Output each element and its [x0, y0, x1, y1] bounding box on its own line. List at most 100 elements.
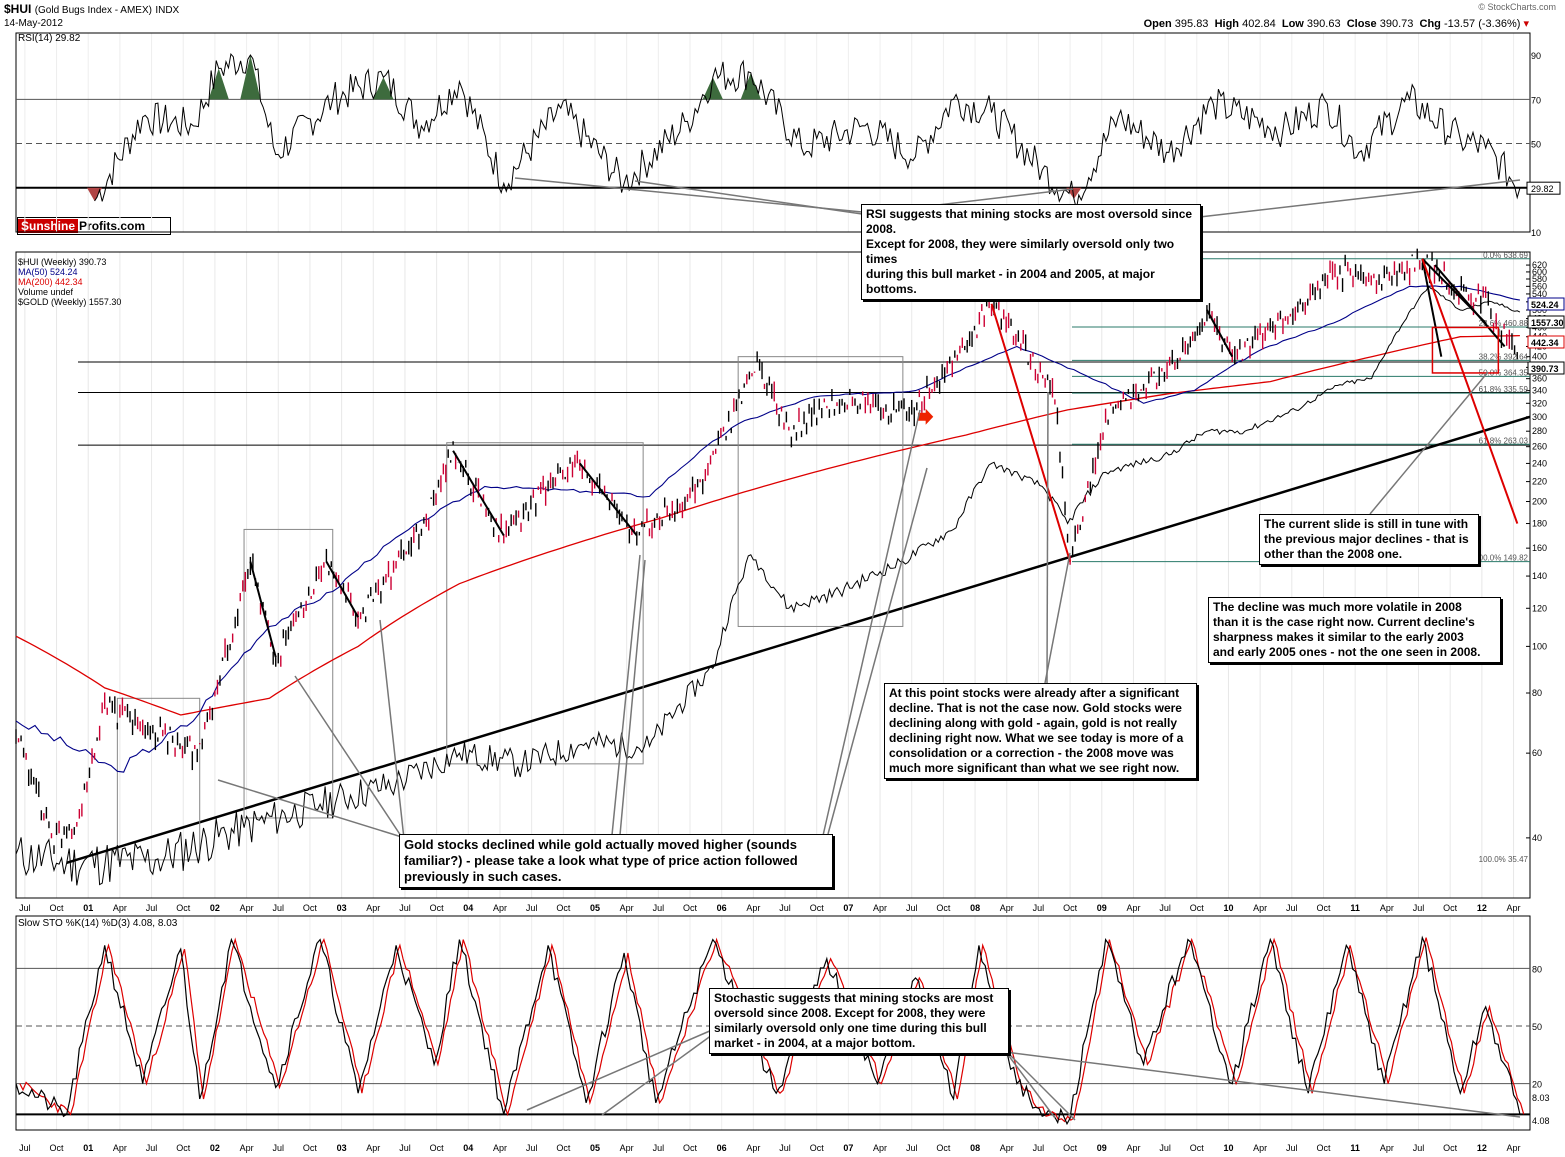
price-y-tick-label: 600 [1532, 267, 1547, 277]
watermark: © StockCharts.com [1478, 2, 1556, 12]
stochastic-y-tick-label: 8.03 [1532, 1093, 1550, 1103]
gold-line [15, 285, 1521, 886]
x-tick-label: 04 [463, 903, 473, 913]
rsi-overbought-fill [240, 55, 261, 100]
x-tick-label: Jul [526, 903, 538, 913]
gold-note-line: previously in such cases. [404, 869, 562, 884]
x-tick-label: Apr [1126, 1143, 1140, 1153]
chart-title: $HUI (Gold Bugs Index - AMEX) INDX [4, 2, 179, 16]
x-tick-label: Jul [146, 1143, 158, 1153]
x-tick-label: Apr [240, 1143, 254, 1153]
fibonacci-label: 100.0% 35.47 [1479, 855, 1529, 864]
x-tick-label: 12 [1477, 1143, 1487, 1153]
red-decline-line [990, 303, 1072, 562]
callout-leader-line [1190, 179, 1521, 219]
x-tick-label: Oct [683, 903, 698, 913]
price-y-tick-label: 400 [1532, 352, 1547, 362]
decline-note-line: The decline was much more volatile in 20… [1213, 600, 1462, 614]
callout-leader-line [601, 1034, 713, 1116]
highlight-box [243, 528, 334, 819]
price-label: 442.34 [1531, 338, 1559, 348]
x-tick-label: 03 [337, 903, 347, 913]
stochastic-y-tick-label: 20 [1532, 1080, 1542, 1090]
rsi-oversold-fill [86, 187, 103, 202]
x-tick-label: Oct [176, 1143, 191, 1153]
price-y-tick-label: 220 [1532, 477, 1547, 487]
x-tick-label: Jul [779, 1143, 791, 1153]
low-value: 390.63 [1306, 18, 1341, 30]
stoch-note-line: Stochastic suggests that mining stocks a… [714, 991, 994, 1005]
x-tick-label: 07 [843, 1143, 853, 1153]
stochastic-k-line [15, 935, 1521, 1126]
price-label-box [1527, 335, 1565, 349]
decline-trendline [1421, 258, 1443, 357]
x-tick-label: Jul [272, 1143, 284, 1153]
price-label-box [1527, 297, 1565, 311]
price-y-tick-label: 360 [1532, 374, 1547, 384]
panel-frame-rsi [15, 32, 1531, 233]
highlight-box [446, 442, 644, 765]
price-y-tick-label: 620 [1532, 260, 1547, 270]
fibonacci-label: 38.2% 392.64 [1479, 352, 1529, 361]
price-y-tick-label: 120 [1532, 603, 1547, 613]
x-tick-label: Jul [1033, 1143, 1045, 1153]
price-y-tick-label: 100 [1532, 641, 1547, 651]
x-tick-label: Jul [1286, 1143, 1298, 1153]
decline-note-line: than it is the case right now. Current d… [1213, 615, 1475, 629]
x-tick-label: 06 [717, 903, 727, 913]
x-tick-label: Apr [113, 1143, 127, 1153]
x-tick-label: Jul [906, 903, 918, 913]
callout-leader-line [1004, 1051, 1521, 1118]
x-tick-label: Apr [1126, 903, 1140, 913]
down-arrow-icon: ▾ [1523, 18, 1529, 30]
price-y-tick-label: 240 [1532, 458, 1547, 468]
x-tick-label: Apr [620, 903, 634, 913]
callout-leader-line [1002, 1047, 1056, 1119]
rsi-oversold-fill [1066, 187, 1082, 199]
decline-trendline [452, 450, 505, 536]
rsi-y-tick-label: 70 [1531, 95, 1541, 105]
x-tick-label: Jul [1159, 1143, 1171, 1153]
gold-annotation: Gold stocks declined while gold actually… [399, 834, 833, 888]
x-tick-label: Apr [493, 903, 507, 913]
x-tick-label: 09 [1097, 1143, 1107, 1153]
x-tick-label: Jul [526, 1143, 538, 1153]
low-label: Low [1281, 18, 1304, 30]
x-tick-label: Apr [493, 1143, 507, 1153]
price-y-tick-label: 200 [1532, 497, 1547, 507]
x-tick-label: Apr [240, 903, 254, 913]
fibonacci-label: 61.8% 263.03 [1479, 436, 1529, 445]
high-label: High [1214, 18, 1240, 30]
rsi-title: RSI(14) 29.82 [18, 33, 81, 44]
x-tick-label: Oct [1316, 1143, 1331, 1153]
x-tick-label: Jul [399, 903, 411, 913]
x-tick-label: Apr [620, 1143, 634, 1153]
ma200-line [15, 334, 1520, 716]
rsi-annotation: RSI suggests that mining stocks are most… [861, 204, 1201, 300]
legend-entry: MA(200) 442.34 [18, 277, 83, 287]
highlight-box [737, 356, 904, 627]
rsi-overbought-fill [373, 77, 394, 100]
price-y-tick-label: 540 [1532, 289, 1547, 299]
x-tick-label: 09 [1097, 903, 1107, 913]
callout-leader-line [526, 1029, 713, 1111]
x-tick-label: 02 [210, 1143, 220, 1153]
x-tick-label: 07 [843, 903, 853, 913]
red-decline-line [1421, 258, 1519, 524]
fibonacci-label: 23.6% 460.88 [1479, 319, 1529, 328]
callout-leader-line [827, 467, 928, 835]
x-tick-label: Oct [1190, 903, 1205, 913]
x-tick-label: Jul [906, 1143, 918, 1153]
x-tick-label: 08 [970, 903, 980, 913]
callout-leader-line [1046, 391, 1049, 684]
x-tick-label: Oct [1443, 1143, 1458, 1153]
x-tick-label: 11 [1350, 903, 1360, 913]
rsi-y-tick-label: 50 [1531, 140, 1541, 150]
x-tick-label: 10 [1223, 903, 1233, 913]
x-tick-label: Apr [1000, 1143, 1014, 1153]
callout-leader-line [294, 675, 406, 843]
price-y-tick-label: 260 [1532, 442, 1547, 452]
callout-leader-line [1369, 371, 1489, 515]
gold-note-line: familiar?) - please take a look what typ… [404, 853, 798, 868]
